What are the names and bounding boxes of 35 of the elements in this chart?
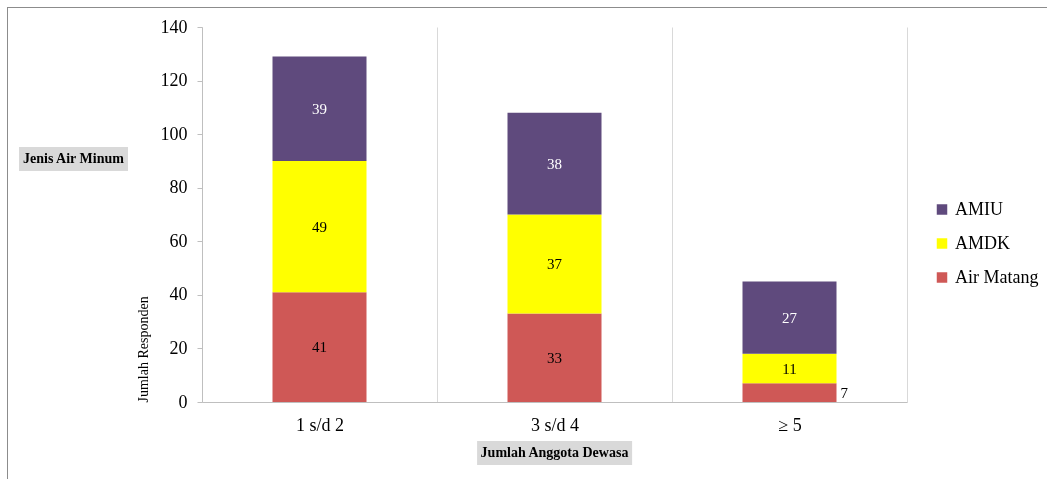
data-label: 33 [547,349,562,366]
y-tick-label: 40 [169,284,188,305]
data-label: 27 [782,309,798,326]
y-tick-label: 100 [160,123,188,144]
bar [507,112,602,215]
y-tick-label: 0 [178,391,188,412]
legend-title: Jenis Air Minum [19,147,128,171]
bar [742,383,837,402]
y-axis-title: Jumlah Responden [135,296,151,403]
data-label: 39 [312,100,327,117]
bar [507,313,602,402]
data-label: 37 [547,256,563,273]
x-tick-label: 1 s/d 2 [295,414,345,435]
y-tick-label: 120 [160,70,188,91]
data-label: 41 [312,339,327,356]
x-tick-label: 3 s/d 4 [530,414,580,435]
y-tick-label: 60 [169,230,188,251]
bar [507,214,602,314]
data-label: 7 [840,384,849,401]
bar [272,160,367,293]
x-tick-label: ≥ 5 [778,414,802,435]
bar [742,281,837,354]
data-label: 49 [312,218,327,235]
legend-label: AMIU [955,198,1003,219]
data-label: 11 [782,360,797,377]
legend-label: AMDK [955,232,1011,253]
data-label: 38 [547,155,562,172]
bar [742,353,837,384]
y-tick-label: 140 [160,16,188,37]
legend-label: Air Matang [955,266,1039,287]
y-tick-label: 80 [169,177,188,198]
bar [272,56,367,161]
y-tick-label: 20 [169,337,188,358]
bar [272,292,367,402]
x-axis-title: Jumlah Anggota Dewasa [476,441,633,465]
